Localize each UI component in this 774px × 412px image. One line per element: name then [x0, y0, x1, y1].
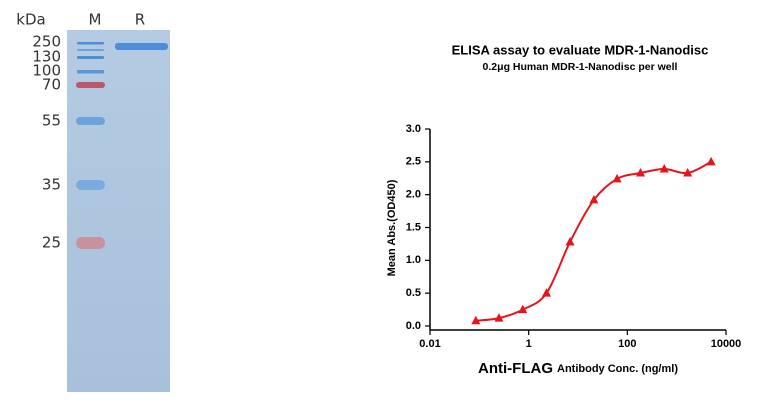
marker-label: 100 [32, 62, 61, 80]
y-tick-label: 2.0 [406, 189, 421, 201]
chart-subtitle: 0.2μg Human MDR-1-Nanodisc per well [483, 61, 678, 73]
y-tick-label: 1.0 [406, 254, 421, 266]
data-point [683, 167, 693, 177]
data-point [706, 156, 716, 166]
x-tick-label: 0.01 [419, 338, 440, 350]
marker-label: 130 [32, 48, 61, 66]
y-tick-label: 1.5 [406, 221, 421, 233]
chart-title: ELISA assay to evaluate MDR-1-Nanodisc [452, 42, 709, 57]
data-point [612, 173, 622, 183]
lane-label: M [89, 11, 102, 29]
band [77, 42, 104, 45]
data-point [518, 304, 528, 314]
marker-label: 25 [42, 234, 61, 252]
data-point [636, 167, 646, 177]
x-tick-label: 100 [618, 338, 636, 350]
data-point [589, 194, 599, 204]
data-point [471, 315, 481, 325]
band [77, 49, 104, 51]
fit-curve [475, 160, 712, 322]
band [76, 237, 105, 249]
band [76, 82, 105, 88]
y-tick-label: 0.0 [406, 320, 421, 332]
y-tick-label: 0.5 [406, 287, 421, 299]
x-tick-label: 10000 [711, 338, 742, 350]
gel-panel: kDa M R 250 130 100 70 55 35 25 [16, 11, 170, 392]
marker-label: 250 [32, 33, 61, 51]
y-axis-label: Mean Abs.(OD450) [386, 179, 398, 276]
band [76, 180, 105, 190]
chart: ELISA assay to evaluate MDR-1-Nanodisc 0… [386, 42, 741, 377]
marker-label: 55 [42, 112, 61, 130]
x-axis-label: Anti-FLAG Antibody Conc. (ng/ml) [478, 360, 678, 377]
x-tick-label: 1 [526, 338, 532, 350]
data-point [659, 164, 669, 173]
y-tick-label: 2.5 [406, 156, 421, 168]
y-tick-label: 3.0 [406, 123, 421, 135]
data-point [494, 313, 504, 322]
gel-image [67, 30, 170, 392]
marker-label: 35 [42, 176, 61, 194]
gel-header: kDa [16, 11, 45, 29]
marker-label: 70 [42, 76, 61, 94]
data-point [542, 288, 552, 297]
band [77, 70, 104, 74]
band [115, 43, 168, 50]
band [77, 56, 104, 59]
x-axis-label-rest: Antibody Conc. (ng/ml) [557, 363, 678, 375]
data-point [565, 236, 575, 246]
marker-bands [76, 42, 168, 249]
x-axis-label-main: Anti-FLAG [478, 360, 553, 377]
lane-label: R [135, 11, 145, 29]
band [76, 117, 105, 125]
